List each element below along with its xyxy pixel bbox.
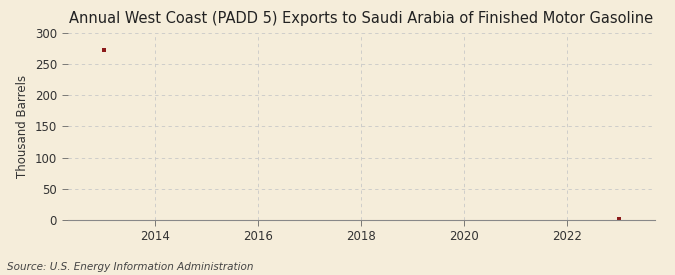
Title: Annual West Coast (PADD 5) Exports to Saudi Arabia of Finished Motor Gasoline: Annual West Coast (PADD 5) Exports to Sa… [69, 11, 653, 26]
Y-axis label: Thousand Barrels: Thousand Barrels [16, 75, 29, 178]
Text: Source: U.S. Energy Information Administration: Source: U.S. Energy Information Administ… [7, 262, 253, 272]
